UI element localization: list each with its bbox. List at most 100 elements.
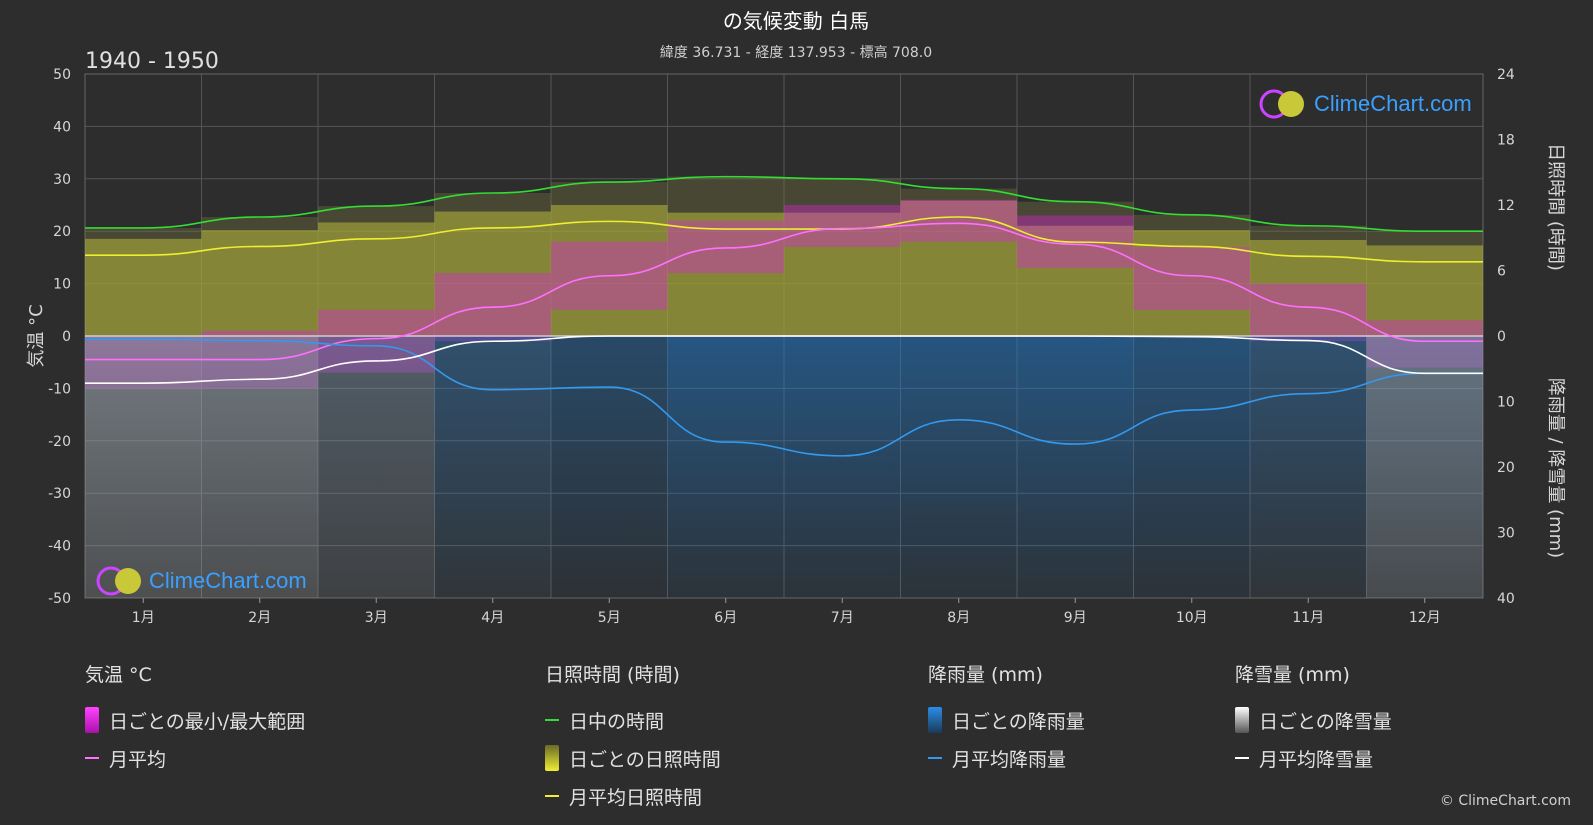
right-bottom-tick-label: 20: [1497, 460, 1515, 476]
legend-sunshine: 日照時間 (時間) 日中の時間 日ごとの日照時間 月平均日照時間: [545, 660, 721, 815]
chart-title: の気候変動 白馬: [723, 9, 869, 33]
legend-rain: 降雨量 (mm) 日ごとの降雨量 月平均降雨量: [928, 660, 1085, 777]
legend-item: 月平均降雨量: [928, 739, 1085, 777]
left-tick-label: 50: [53, 67, 71, 83]
rain-bar: [784, 336, 901, 598]
series-lines: [84, 175, 1483, 457]
legend-item: 日ごとの降雪量: [1235, 701, 1392, 739]
left-tick-label: -40: [48, 539, 71, 555]
left-tick-label: -20: [48, 434, 71, 450]
legend-label: 日ごとの最小/最大範囲: [109, 710, 306, 733]
right-top-axis-label: 日照時間 (時間): [1545, 143, 1566, 271]
temp-range-swatch: [85, 707, 99, 733]
snow-mean-line: [85, 335, 1483, 384]
legend-item: 月平均日照時間: [545, 777, 721, 815]
rain-swatch: [928, 707, 942, 733]
month-label: 10月: [1176, 610, 1208, 626]
period-label: 1940 - 1950: [85, 49, 219, 74]
right-bottom-tick-label: 10: [1497, 395, 1515, 411]
legend-item: 月平均: [85, 739, 305, 777]
left-tick-label: 10: [53, 277, 71, 293]
right-bottom-tick-label: 40: [1497, 591, 1515, 607]
logo-text: ClimeChart.com: [1314, 91, 1472, 116]
climechart-logo-icon: [1259, 89, 1304, 119]
logo-text: ClimeChart.com: [149, 568, 307, 593]
daylight-line: [85, 175, 1483, 232]
temp-range-bar: [900, 199, 1017, 242]
legend-heading: 降雨量 (mm): [928, 664, 1043, 686]
temp-range-bar: [1250, 283, 1367, 342]
legend-label: 日ごとの降雨量: [952, 710, 1085, 733]
right-top-tick-label: 6: [1497, 264, 1506, 280]
month-label: 7月: [831, 610, 854, 626]
snow-bar: [434, 336, 551, 598]
legend-heading: 日照時間 (時間): [545, 664, 680, 686]
right-bottom-tick-label: 30: [1497, 526, 1515, 542]
rain-bar: [667, 336, 784, 598]
legend-temperature: 気温 °C 日ごとの最小/最大範囲 月平均: [85, 660, 305, 777]
legend-item: 月平均降雪量: [1235, 739, 1392, 777]
month-label: 2月: [248, 610, 271, 626]
rain-mean-line: [85, 338, 1483, 457]
left-tick-label: 30: [53, 172, 71, 188]
legend-label: 日ごとの降雪量: [1259, 710, 1392, 733]
right-top-tick-label: 24: [1497, 67, 1515, 83]
sunshine-swatch: [545, 745, 559, 771]
sunshine-mean-swatch: [545, 795, 559, 797]
month-label: 5月: [598, 610, 621, 626]
month-label: 1月: [132, 610, 155, 626]
right-top-tick-label: 18: [1497, 133, 1515, 149]
month-label: 11月: [1292, 610, 1324, 626]
left-tick-label: -10: [48, 381, 71, 397]
rain-bar: [900, 336, 1017, 598]
right-bottom-axis-label: 降雨量 / 降雪量 (mm): [1545, 378, 1566, 558]
legend-item: 日ごとの降雨量: [928, 701, 1085, 739]
sunshine-bar: [318, 222, 435, 336]
legend-item: 日ごとの日照時間: [545, 739, 721, 777]
rain-mean-swatch: [928, 757, 942, 759]
sunshine-bar: [434, 211, 551, 336]
left-tick-label: -30: [48, 486, 71, 502]
legend-heading: 降雪量 (mm): [1235, 664, 1350, 686]
month-label: 6月: [714, 610, 737, 626]
legend-label: 月平均降雨量: [952, 748, 1067, 771]
snow-mean-swatch: [1235, 757, 1249, 759]
rain-bar: [551, 336, 668, 598]
month-label: 12月: [1409, 610, 1441, 626]
month-label: 3月: [365, 610, 388, 626]
snow-bar: [318, 336, 435, 598]
snow-bar: [1250, 336, 1367, 598]
legend-item: 日ごとの最小/最大範囲: [85, 701, 305, 739]
left-tick-label: -50: [48, 591, 71, 607]
logo-bottom: ClimeChart.com: [95, 565, 307, 597]
logo-top: ClimeChart.com: [1258, 88, 1472, 120]
temp-mean-line: [85, 222, 1483, 361]
rain-bar: [1133, 336, 1250, 598]
chart-subtitle: 緯度 36.731 - 経度 137.953 - 標高 708.0: [660, 44, 932, 61]
left-axis-label: 気温 °C: [26, 304, 47, 367]
temp-range-bar: [1133, 246, 1250, 310]
left-tick-label: 0: [62, 329, 71, 345]
rain-bar: [1017, 336, 1134, 598]
axis-ticks: 50 40 30 20 10 0 -10 -20 -30 -40 -50 24 18 12 6 0 10 20 30…: [48, 67, 1515, 626]
legend-label: 日中の時間: [569, 710, 665, 733]
sunshine-mean-line: [84, 216, 1483, 263]
sunshine-bar: [667, 212, 784, 336]
snow-bar: [85, 336, 202, 598]
legend-label: 日ごとの日照時間: [569, 748, 721, 771]
snow-bar: [1366, 336, 1483, 598]
month-label: 4月: [481, 610, 504, 626]
data-bands: [85, 176, 1483, 598]
daylight-swatch: [545, 719, 559, 721]
left-tick-label: 20: [53, 224, 71, 240]
right-top-tick-label: 0: [1497, 329, 1506, 345]
legend-label: 月平均日照時間: [569, 786, 703, 809]
snow-swatch: [1235, 707, 1249, 733]
copyright: © ClimeChart.com: [1439, 793, 1571, 809]
legend-snow: 降雪量 (mm) 日ごとの降雪量 月平均降雪量: [1235, 660, 1392, 777]
right-top-tick-label: 12: [1497, 198, 1515, 214]
legend-label: 月平均: [109, 748, 167, 771]
left-tick-label: 40: [53, 119, 71, 135]
temp-mean-swatch: [85, 757, 99, 759]
